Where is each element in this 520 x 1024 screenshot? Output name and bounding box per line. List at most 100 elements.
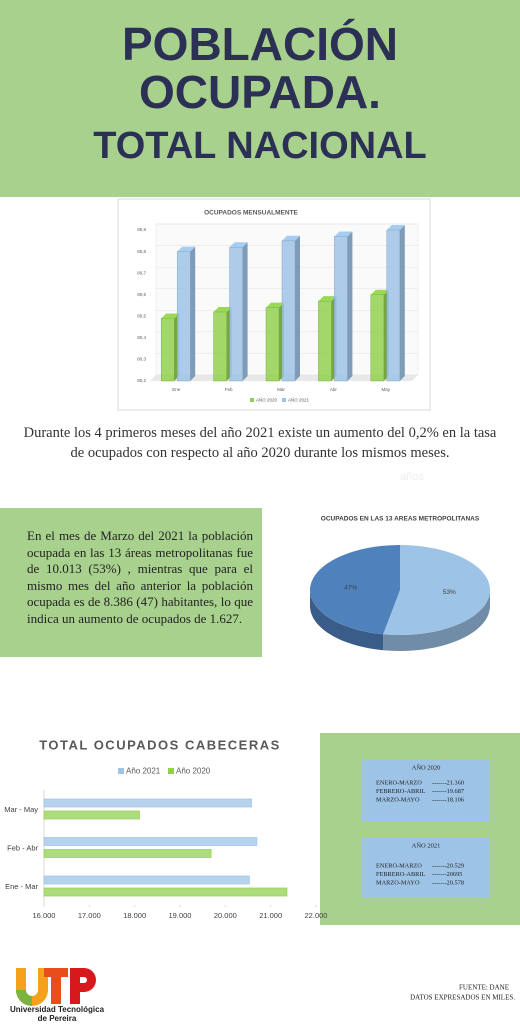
bar-top xyxy=(266,302,284,308)
x-tick-label: Abr xyxy=(330,387,338,392)
paragraph: En el mes de Marzo del 2021 la población… xyxy=(27,528,253,626)
bar-top xyxy=(370,289,389,295)
y-tick-label: 80,8 xyxy=(137,249,146,254)
x-tick-label: 20.000 xyxy=(214,911,237,920)
bar-side xyxy=(242,242,248,381)
logo-t xyxy=(51,968,61,1004)
summary-value: -------18.106 xyxy=(432,796,464,803)
logo-p xyxy=(70,968,96,1004)
logo xyxy=(16,968,96,1006)
y-tick-label: Feb - Abr xyxy=(7,843,38,852)
university-name: Universidad Tecnológica xyxy=(10,1005,105,1014)
bar-top xyxy=(177,246,196,252)
legend-swatch xyxy=(168,768,174,774)
bar-top xyxy=(318,296,337,302)
pie-slice xyxy=(309,545,400,635)
summary-value: -------20.578 xyxy=(432,879,464,886)
text-box-bg xyxy=(0,508,262,657)
logo-u-part xyxy=(16,990,32,1006)
x-tick-label: 22.000 xyxy=(305,911,328,920)
bar xyxy=(370,294,385,382)
summary-label: MARZO-MAYO xyxy=(376,796,420,803)
chart-title: OCUPADOS EN LAS 13 AREAS METROPOLITANAS xyxy=(321,516,480,523)
summary-box xyxy=(362,838,490,898)
summary-box xyxy=(362,760,490,822)
university-name: de Pereira xyxy=(38,1014,77,1023)
x-tick-label: Mar xyxy=(277,387,285,392)
y-tick-label: 80,3 xyxy=(137,357,146,362)
legend-label: AÑO 2021 xyxy=(288,397,310,403)
summary-label: FEBRERO-ABRIL xyxy=(376,871,425,878)
summary-title: AÑO 2020 xyxy=(412,763,441,771)
bar-side xyxy=(295,235,300,381)
bar xyxy=(43,810,140,820)
bar xyxy=(43,875,250,885)
bar xyxy=(160,318,175,382)
bar-side xyxy=(399,225,405,381)
y-tick-label: 80,6 xyxy=(137,292,146,297)
header-bg xyxy=(0,0,520,197)
legend-swatch xyxy=(282,398,286,402)
legend-swatch xyxy=(250,398,254,402)
title-line: OCUPADA. xyxy=(139,66,381,118)
bar xyxy=(176,251,191,382)
x-tick-label: 19.000 xyxy=(169,911,192,920)
bar xyxy=(43,849,212,858)
watermark: años xyxy=(400,471,424,483)
source: FUENTE: DANE xyxy=(459,984,509,992)
y-tick-label: 80,4 xyxy=(137,335,146,340)
x-tick-label: 17.000 xyxy=(78,911,101,920)
y-tick-label: 80,9 xyxy=(137,227,146,232)
bar xyxy=(43,798,252,808)
bar xyxy=(213,311,227,382)
bar-top xyxy=(229,242,248,248)
bar xyxy=(281,240,296,382)
summary-value: -------19.687 xyxy=(432,788,464,795)
legend-label: Año 2020 xyxy=(176,767,211,776)
y-tick-label: 80,7 xyxy=(137,270,146,275)
pie-side xyxy=(310,590,384,651)
y-tick-label: Ene - Mar xyxy=(5,882,38,891)
paragraph: Durante los 4 primeros meses del año 202… xyxy=(23,425,497,461)
summary-value: -------20.529 xyxy=(432,862,464,869)
summary-label: ENERO-MARZO xyxy=(376,779,422,786)
chart-title: OCUPADOS MENSUALMENTE xyxy=(204,210,298,217)
legend-label: Año 2021 xyxy=(126,767,161,776)
bar-top xyxy=(386,225,405,230)
pie-side xyxy=(383,590,490,651)
data-label: 53% xyxy=(443,589,456,596)
x-tick-label: 16.000 xyxy=(33,911,56,920)
summary-value: -------21.360 xyxy=(432,779,464,786)
bar xyxy=(265,307,280,382)
bar-top xyxy=(161,313,180,319)
bar-top xyxy=(334,231,353,237)
bar-side xyxy=(190,246,196,381)
bar-side xyxy=(347,231,353,381)
bar xyxy=(43,837,258,846)
bar-top xyxy=(213,306,232,312)
legend-label: AÑO 2020 xyxy=(256,397,278,403)
bar xyxy=(43,887,288,897)
y-tick-label: 80,2 xyxy=(137,378,146,383)
bar xyxy=(229,247,243,382)
summary-value: -------20695 xyxy=(432,871,462,878)
x-tick-label: 18.000 xyxy=(123,911,146,920)
summary-label: MARZO-MAYO xyxy=(376,879,420,886)
title-line: POBLACIÓN xyxy=(122,18,398,70)
y-tick-label: Mar - May xyxy=(4,805,38,814)
x-tick-label: 21.000 xyxy=(259,911,282,920)
x-tick-label: Feb xyxy=(225,387,233,392)
x-tick-label: Ene xyxy=(172,387,181,392)
legend-swatch xyxy=(118,768,124,774)
pie-slice xyxy=(383,545,490,635)
summary-label: ENERO-MARZO xyxy=(376,862,422,869)
bar xyxy=(318,300,332,382)
source: DATOS EXPRESADOS EN MILES. xyxy=(410,994,515,1002)
summary-label: FEBRERO-ABRIL xyxy=(376,788,425,795)
x-tick-label: May xyxy=(382,387,391,392)
summary-title: AÑO 2021 xyxy=(412,841,441,849)
title-line: TOTAL NACIONAL xyxy=(93,125,427,167)
bar-top xyxy=(282,235,300,241)
